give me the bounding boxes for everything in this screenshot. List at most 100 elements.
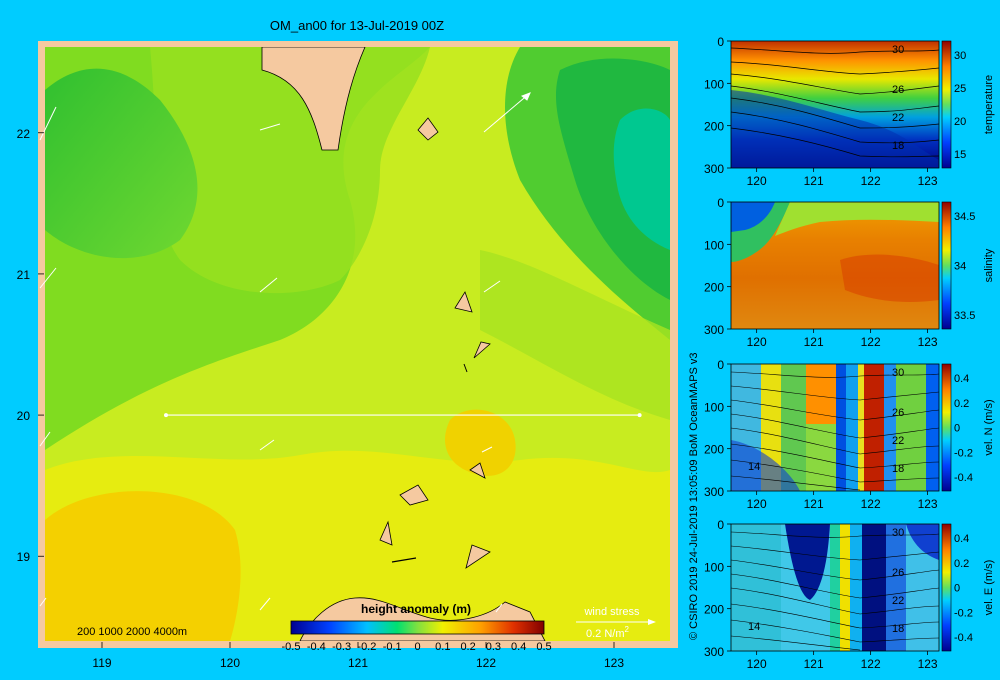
- contour-line: [730, 111, 940, 144]
- section-y-tick-label: 100: [704, 238, 724, 252]
- section-colorbar-tick-label: 30: [954, 50, 966, 62]
- section-x-tick-label: 121: [804, 335, 824, 349]
- wind-arrow: [39, 597, 47, 607]
- salinity-orange-core: [840, 254, 939, 302]
- wind-arrow: [39, 106, 57, 141]
- section-colorbar-tick-label: 0.4: [954, 373, 969, 385]
- section-x-tick-label: 122: [861, 174, 881, 188]
- contour-line: [730, 443, 940, 469]
- wind-scale-value: 0.2 N/m2: [586, 625, 630, 640]
- section-y-tick-label: 0: [717, 35, 724, 49]
- section-colorbar-tick-label: 25: [954, 83, 966, 95]
- land-luzon-north: [399, 484, 429, 506]
- section-variable-label: vel. N (m/s): [983, 399, 995, 455]
- section-panel-vel-n: [730, 363, 952, 492]
- section-temperature-frame: [730, 40, 940, 169]
- wind-scale-arrow-head: [648, 619, 656, 625]
- section-x-tick-label: 122: [861, 335, 881, 349]
- vel-n-band: [926, 364, 939, 491]
- map-y-tick-label: 19: [17, 550, 31, 564]
- section-colorbar-tick-label: -0.2: [954, 607, 973, 619]
- contour-line: [730, 371, 940, 378]
- vel-n-contours: [730, 371, 940, 491]
- wind-arrow: [483, 280, 501, 293]
- contour-label: 14: [748, 621, 760, 633]
- vel-n-band: [896, 364, 926, 491]
- vel-n-colorbar: [941, 363, 952, 492]
- vel-e-dark-core: [785, 524, 830, 600]
- wind-arrow: [495, 603, 503, 613]
- wind-arrow: [483, 92, 531, 133]
- section-x-tick-label: 120: [747, 657, 767, 671]
- wind-stress-label: wind stress: [583, 606, 640, 618]
- colorbar-tick-label: -0.1: [383, 641, 402, 653]
- temperature-colorbar: [941, 40, 952, 169]
- section-colorbar-tick-label: 15: [954, 149, 966, 161]
- map-x-tick-label: 120: [220, 656, 240, 670]
- vel-n-band: [836, 364, 846, 491]
- section-y-tick-label: 0: [717, 196, 724, 210]
- section-colorbar-tick-label: -0.4: [954, 632, 973, 644]
- wind-arrow: [259, 597, 271, 611]
- contour-line: [730, 475, 861, 491]
- map-y-tick-label: 22: [17, 127, 31, 141]
- section-colorbar-tick-label: 0.2: [954, 398, 969, 410]
- section-y-tick-label: 0: [717, 518, 724, 532]
- section-y-tick-label: 300: [704, 645, 724, 659]
- wind-arrow: [39, 267, 57, 289]
- colorbar-tick-label: -0.3: [332, 641, 351, 653]
- wind-arrow: [481, 446, 493, 453]
- map-x-ticks: 119 120 121 122 123: [92, 642, 624, 670]
- land-island-5: [379, 520, 393, 546]
- section-colorbar-tick-label: 0: [954, 583, 960, 595]
- map-y-tick-label: 21: [17, 268, 31, 282]
- vel-e-band: [862, 524, 886, 651]
- contour-line: [730, 85, 940, 113]
- wind-arrow: [259, 123, 281, 131]
- contour-label: 26: [892, 567, 904, 579]
- section-colorbar-tick-label: 33.5: [954, 310, 975, 322]
- land-island-1: [417, 117, 439, 141]
- salinity-green-band: [775, 202, 939, 236]
- colorbar-tick-label: 0.1: [435, 641, 450, 653]
- section-colorbar-tick-label: 0: [954, 423, 960, 435]
- colorbar-title: height anomaly (m): [361, 602, 471, 616]
- land-island-6: [465, 544, 491, 569]
- section-x-tick-label: 123: [918, 497, 938, 511]
- vel-e-band: [731, 524, 781, 651]
- map-x-tick-label: 121: [348, 656, 368, 670]
- section-x-tick-label: 121: [804, 497, 824, 511]
- section-colorbar-tick-label: 0.4: [954, 533, 969, 545]
- section-y-tick-label: 200: [704, 443, 724, 457]
- section-x-tick-label: 123: [918, 174, 938, 188]
- map-y-tick-label: 20: [17, 409, 31, 423]
- section-y-tick-label: 300: [704, 323, 724, 337]
- colorbar-tick-label: 0.5: [536, 641, 551, 653]
- field-region-orange-southwest: [45, 491, 241, 641]
- contour-line: [730, 127, 940, 158]
- vel-n-band: [858, 364, 864, 491]
- section-vel-n-frame: [730, 363, 940, 492]
- contour-label: 22: [892, 112, 904, 124]
- section-variable-label: temperature: [983, 75, 995, 134]
- section-x-tick-label: 123: [918, 335, 938, 349]
- colorbar-tick-label: -0.4: [307, 641, 326, 653]
- contour-line: [730, 587, 940, 615]
- land-island-4: [469, 462, 486, 479]
- section-panel-salinity: [730, 201, 952, 330]
- section-salinity-frame: [730, 201, 940, 330]
- depth-legend: 200 1000 2000 4000m: [77, 626, 187, 638]
- contour-line: [730, 635, 861, 651]
- contour-line: [730, 619, 940, 643]
- salinity-fresh-core: [731, 202, 775, 232]
- map-x-tick-label: 119: [92, 656, 111, 670]
- field-region-lime-central: [150, 47, 430, 294]
- section-y-tick-label: 300: [704, 162, 724, 176]
- vel-n-band: [884, 364, 896, 491]
- wind-arrow: [39, 431, 51, 447]
- contour-line: [730, 47, 940, 54]
- section-y-tick-label: 300: [704, 485, 724, 499]
- section-x-tick-label: 122: [861, 497, 881, 511]
- map-x-tick-label: 122: [476, 656, 496, 670]
- section-variable-label: salinity: [983, 248, 995, 282]
